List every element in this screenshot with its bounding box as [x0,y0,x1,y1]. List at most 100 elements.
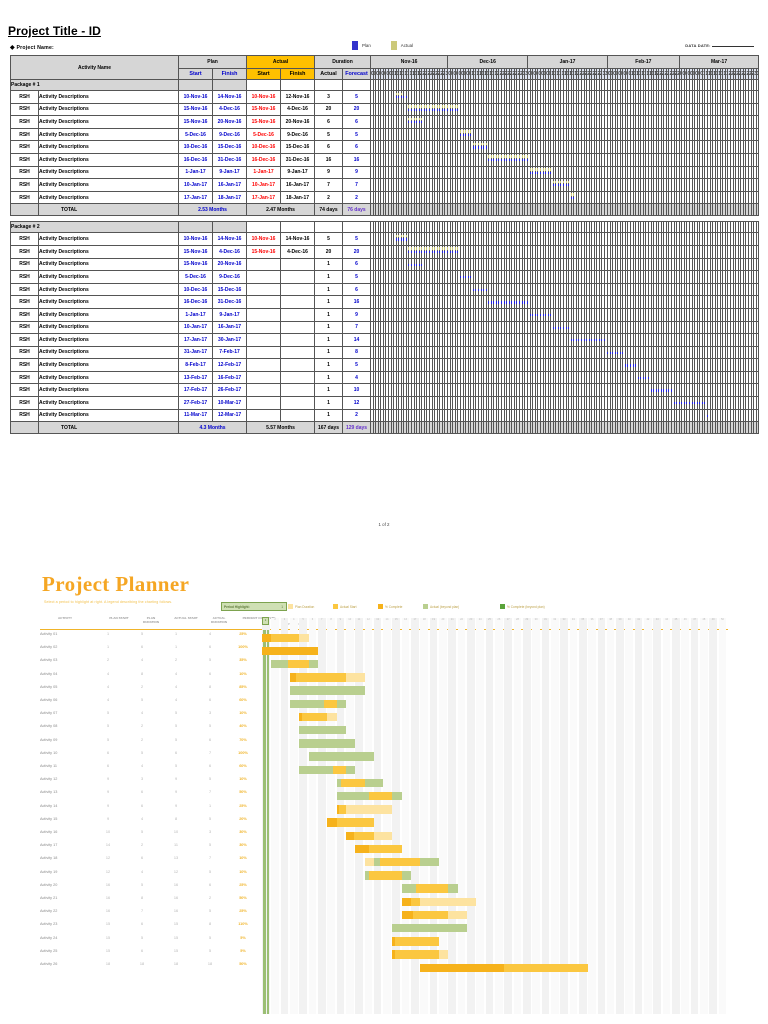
chart-grid-column [709,618,717,1014]
row-plan-start: 1-Jan-17 [178,165,214,180]
row-forecast-days: 2 [342,408,372,423]
row-plan-start: 15-Nov-16 [178,244,214,259]
row-plan-finish: 20-Nov-16 [212,257,248,272]
row-plan-finish: 30-Jan-17 [212,333,248,347]
gantt-day-cell [398,79,402,91]
row-plan-finish: 16-Jan-17 [212,320,248,335]
chart-grid-column [588,618,596,1014]
row-actual-start [246,257,282,272]
chart-grid-column [550,618,559,1014]
row-code: RSH [10,370,39,385]
planner-row-actual-duration: 5 [208,909,212,914]
planner-col-header: ACTUAL START [174,616,198,620]
row-plan-start: 11-Mar-17 [178,408,214,423]
row-actual-finish: 9-Jan-17 [280,165,316,180]
period-tick-label: 4 [293,618,295,621]
gantt-day-cell [380,79,384,91]
row-forecast-days: 7 [342,320,372,335]
row-plan-finish: 12-Feb-17 [212,358,248,372]
row-actual-days: 20 [314,244,344,259]
row-plan-start: 5-Dec-16 [178,127,214,142]
legend-plan-swatch-icon [352,41,358,50]
planner-row-plan-duration: 2 [140,684,144,689]
package-total-row: TOTAL 4.3 Months 5.57 Months 167 days 129 da… [10,421,760,435]
planner-row-plan-duration: 6 [140,948,144,953]
list-item: Activity 11 6 4 5 6 60% [40,764,290,777]
planner-row-plan-start: 5 [106,711,110,716]
period-tick-label: 23 [469,618,473,621]
gantt-day-cell [755,190,760,205]
row-code: RSH [10,232,39,246]
row-actual-start [246,320,282,335]
table-row: RSH Activity Descriptions 15-Nov-16 4-Dec-1… [10,244,760,259]
row-actual-finish: 14-Nov-16 [280,232,316,246]
row-plan-start: 8-Feb-17 [178,358,214,372]
row-actual-days: 2 [314,190,344,205]
gantt-day-cell [405,79,410,91]
planner-row-activity: Activity 17 [40,843,58,848]
period-tick-label: 41 [637,618,641,621]
col-header-plan-start: Start [178,68,214,80]
planner-col-header: ACTUAL DURATION [210,616,228,624]
row-activity-name: Activity Descriptions [37,178,180,192]
row-forecast-days: 12 [342,396,372,410]
period-tick-label: 17 [413,618,417,621]
col-header-duration: Duration [314,55,372,69]
planner-row-percent-complete: 110% [238,922,248,927]
list-item: Activity 01 1 5 1 4 25% [40,632,290,645]
row-plan-finish: 18-Jan-17 [212,190,248,205]
planner-row-percent-complete: 70% [239,737,247,742]
table-row: RSH Activity Descriptions 5-Dec-16 9-Dec-16… [10,270,760,284]
row-code: RSH [10,140,39,154]
row-actual-days: 1 [314,345,344,360]
period-tick-label: 11 [357,618,361,621]
package-name: Package # 1 [9,79,180,91]
row-actual-start [246,307,282,322]
row-forecast-days: 16 [342,295,372,309]
row-activity-name: Activity Descriptions [37,140,180,154]
total-plan-months: 4.3 Months [178,421,248,435]
planner-row-percent-complete: 10% [239,711,247,716]
row-plan-start: 31-Jan-17 [178,345,214,360]
gantt-day-cell [755,203,760,217]
planner-row-activity: Activity 23 [40,922,58,927]
gantt-day-cell [755,307,760,322]
planner-row-actual-start: 15 [173,948,179,953]
project-name-row: ◆ Project Name: [10,44,54,51]
row-code: RSH [10,295,39,309]
period-start-marker[interactable]: 1 [262,617,269,625]
row-actual-start: 1-Jan-17 [246,165,282,180]
list-item: Activity 02 1 6 1 6 100% [40,645,290,658]
period-highlight-control[interactable]: Period Highlight: 1 [221,602,287,611]
row-actual-start: 15-Nov-16 [246,102,282,117]
row-actual-start: 10-Nov-16 [246,232,282,246]
row-plan-start: 13-Feb-17 [178,370,214,385]
planner-row-percent-complete: 25% [239,882,247,887]
row-plan-start: 15-Nov-16 [178,115,214,129]
chart-grid-column [532,618,540,1014]
planner-row-plan-duration: 2 [140,737,144,742]
period-tick-label: 40 [627,618,631,621]
period-tick-label: 37 [599,618,603,621]
row-activity-name: Activity Descriptions [37,345,180,360]
row-actual-finish: 12-Nov-16 [280,90,316,104]
row-actual-start: 10-Nov-16 [246,90,282,104]
row-actual-finish: 31-Dec-16 [280,152,316,167]
planner-row-actual-start: 4 [174,684,178,689]
row-plan-finish: 4-Dec-16 [212,102,248,117]
gantt-day-cell [449,79,454,91]
row-plan-finish: 14-Nov-16 [212,232,248,246]
planner-bar-percent-complete [262,646,318,656]
planner-row-plan-duration: 4 [140,658,144,663]
row-code: RSH [10,90,39,104]
planner-row-percent-complete: 85% [239,684,247,689]
row-plan-start: 27-Feb-17 [178,396,214,410]
planner-row-activity: Activity 03 [40,658,58,663]
data-date-blank[interactable] [712,46,754,47]
planner-row-actual-start: 15 [173,922,179,927]
row-activity-name: Activity Descriptions [37,333,180,347]
row-forecast-days: 7 [342,178,372,192]
period-tick-label: 15 [394,618,398,621]
planner-row-plan-start: 6 [106,750,110,755]
table-row: RSH Activity Descriptions 10-Jan-17 16-Jan-… [10,320,760,335]
